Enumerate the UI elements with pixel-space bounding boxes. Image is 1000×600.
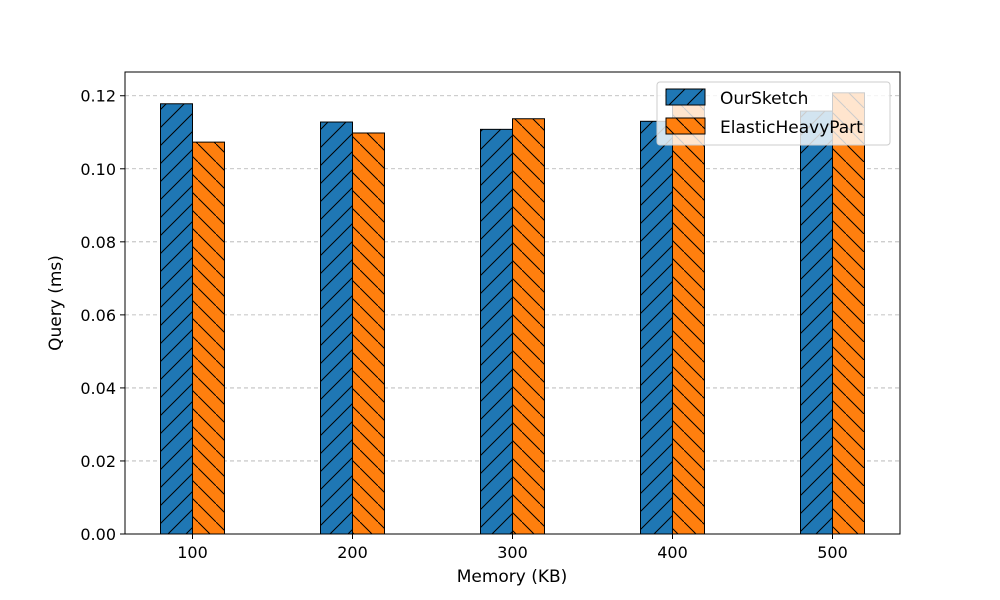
y-tick-label: 0.02: [80, 452, 116, 471]
y-tick-label: 0.06: [80, 306, 116, 325]
x-tick-label: 100: [177, 543, 208, 562]
x-tick-label: 500: [817, 543, 848, 562]
bar-oursketch-500: [800, 110, 833, 535]
y-tick-label: 0.10: [80, 160, 116, 179]
bar-elasticheavypart-300: [512, 118, 545, 535]
legend-box: [656, 81, 891, 146]
y-tick-label: 0.00: [80, 525, 116, 544]
y-tick-label: 0.12: [80, 87, 116, 106]
bar-oursketch-200: [320, 121, 353, 535]
x-tick-label: 400: [657, 543, 688, 562]
bar-elasticheavypart-200: [352, 132, 385, 535]
bar-oursketch-100: [160, 103, 193, 535]
x-axis-title: Memory (KB): [457, 567, 568, 587]
x-tick-label: 300: [497, 543, 528, 562]
bar-oursketch-400: [640, 120, 673, 535]
legend-swatch-oursketch: [665, 88, 706, 106]
legend-swatch-elasticheavypart: [665, 117, 706, 135]
legend-label-oursketch: OurSketch: [720, 89, 808, 109]
y-axis-title: Query (ms): [46, 255, 66, 351]
y-tick-label: 0.04: [80, 379, 116, 398]
bar-elasticheavypart-500: [832, 92, 865, 535]
y-tick-label: 0.08: [80, 233, 116, 252]
bar-elasticheavypart-400: [672, 102, 705, 535]
bar-elasticheavypart-100: [192, 141, 225, 535]
bar-oursketch-300: [480, 128, 513, 535]
legend: OurSketch ElasticHeavyPart: [656, 81, 891, 146]
axis-ticks: 0.00 0.02 0.04 0.06 0.08 0.10 0.12 100 200 300 400…: [80, 87, 847, 562]
x-tick-label: 200: [337, 543, 368, 562]
legend-label-elasticheavypart: ElasticHeavyPart: [720, 118, 863, 138]
